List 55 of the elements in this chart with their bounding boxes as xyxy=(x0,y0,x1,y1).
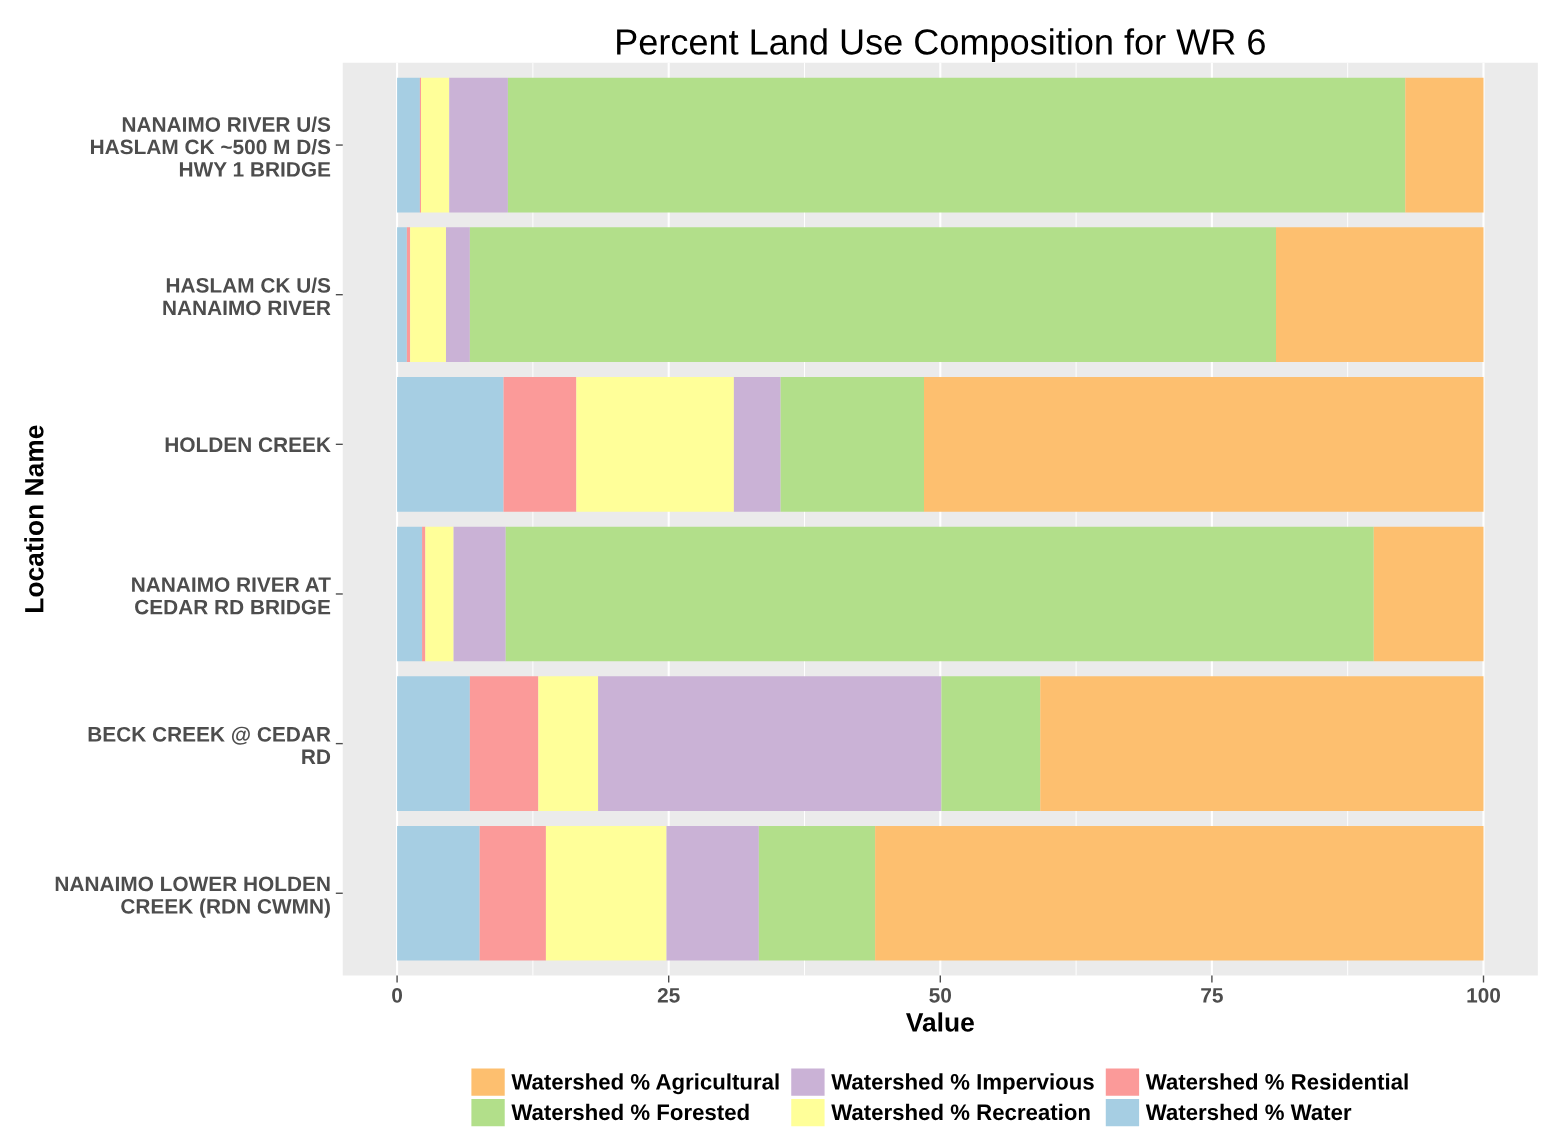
x-tick-label: 100 xyxy=(1467,987,1501,1003)
bar xyxy=(425,526,454,662)
bar xyxy=(1373,526,1484,662)
legend-label: Watershed % Impervious xyxy=(831,1073,1094,1095)
x-tick-label: 50 xyxy=(929,987,952,1003)
bar xyxy=(875,825,1484,961)
bar xyxy=(445,227,470,363)
legend-label: Watershed % Residential xyxy=(1145,1073,1408,1090)
x-tick-label: 0 xyxy=(392,987,403,1003)
y-axis-title: Location Name xyxy=(24,425,44,612)
bar xyxy=(545,825,667,961)
bar xyxy=(507,77,1406,213)
bar xyxy=(410,227,446,363)
legend-label: Watershed % Recreation xyxy=(831,1103,1090,1121)
bar xyxy=(406,227,411,363)
bar xyxy=(505,526,1374,662)
x-tick-label: 75 xyxy=(1201,988,1223,1003)
bar xyxy=(503,377,577,512)
bar xyxy=(397,676,470,811)
bar xyxy=(598,676,942,811)
y-tick-label: BECK CREEK @ CEDAR RD xyxy=(88,726,331,764)
bar xyxy=(469,676,539,811)
legend-label: Watershed % Forested xyxy=(511,1103,749,1121)
bar xyxy=(397,77,420,213)
y-tick-label: NANAIMO LOWER HOLDEN CREEK (RDN CWMN) xyxy=(55,876,330,918)
bar xyxy=(397,526,423,662)
x-axis-title: Value xyxy=(906,1012,974,1032)
legend-label: Watershed % Agricultural xyxy=(511,1073,779,1095)
bar xyxy=(733,377,781,512)
legend-label: Watershed % Water xyxy=(1145,1103,1352,1121)
y-tick-label: HOLDEN CREEK xyxy=(165,437,331,453)
bar xyxy=(449,77,508,213)
bar xyxy=(469,227,1276,363)
bar xyxy=(666,825,759,961)
y-tick-label: NANAIMO RIVER AT CEDAR RD BRIDGE xyxy=(132,577,331,615)
x-tick-label: 25 xyxy=(657,987,680,1003)
chart-title: Percent Land Use Composition for WR 6 xyxy=(617,28,1265,62)
bar xyxy=(397,227,407,363)
bar xyxy=(538,676,599,811)
bar xyxy=(1040,676,1484,811)
bar xyxy=(576,377,734,512)
bar xyxy=(397,377,504,512)
bar xyxy=(1405,77,1484,213)
bar xyxy=(479,825,546,961)
bar xyxy=(397,825,480,961)
bar xyxy=(780,377,924,512)
bar xyxy=(420,77,450,213)
bar xyxy=(453,526,506,662)
y-tick-label: HASLAM CK U/S NANAIMO RIVER xyxy=(163,277,331,316)
y-tick-label: NANAIMO RIVER U/S HASLAM CK ~500 M D/S HWY 1 BRIDGE xyxy=(91,116,331,177)
bar xyxy=(941,676,1041,811)
bar xyxy=(422,526,426,662)
bar xyxy=(758,825,876,961)
bar xyxy=(1276,227,1484,363)
bar xyxy=(924,377,1484,512)
